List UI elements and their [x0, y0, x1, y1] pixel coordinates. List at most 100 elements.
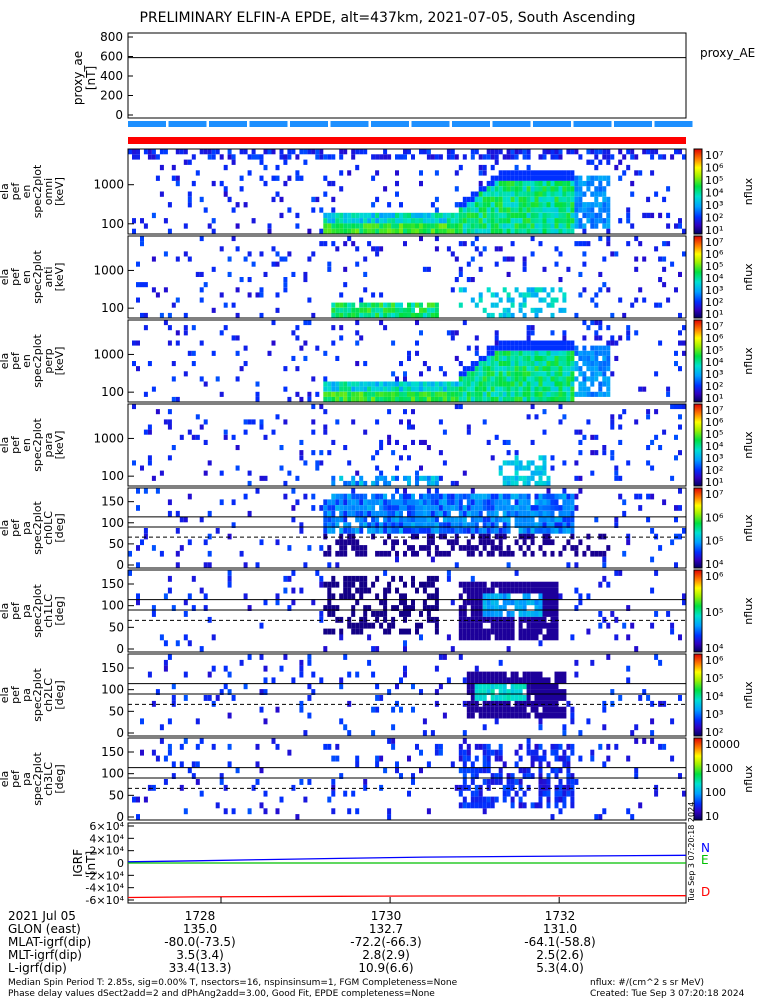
perp-heat-cell	[235, 335, 240, 341]
perp-heat-cell	[582, 381, 587, 387]
perp-heat-cell	[514, 366, 519, 372]
ch2LC-heat-cell	[606, 654, 611, 660]
ch3LC-heat-cell	[518, 779, 523, 785]
ch0LC-heat-cell	[411, 499, 415, 506]
ch0LC-heat-cell	[522, 516, 527, 523]
omni-heat-cell	[494, 202, 499, 208]
omni-heat-cell	[327, 180, 332, 187]
ch0LC-heat-cell	[446, 516, 451, 523]
omni-heat-cell	[279, 154, 284, 160]
omni-heat-cell	[383, 218, 388, 224]
omni-heat-cell	[179, 149, 184, 155]
ch0LC-heat-cell	[339, 516, 344, 523]
para-heat-cell	[375, 475, 380, 481]
ch3LC-heat-cell	[458, 743, 463, 750]
omni-heat-cell	[351, 218, 356, 224]
ch1LC-heat-cell	[546, 628, 551, 635]
perp-heat-cell	[191, 361, 196, 367]
omni-heat-cell	[514, 175, 519, 181]
ch1LC-heat-cell	[470, 605, 475, 611]
ch2LC-heat-cell	[506, 695, 511, 701]
ch2LC-heat-cell	[530, 706, 535, 713]
perp-heat-cell	[554, 391, 559, 397]
ch3LC-heat-cell	[199, 738, 204, 744]
ch1LC-ytick-label: 50	[109, 620, 124, 634]
ch3LC-heat-cell	[554, 784, 559, 791]
perp-heat-cell	[538, 396, 543, 402]
ch1LC-heat-cell	[343, 581, 348, 588]
ch2LC-heat-cell	[155, 689, 160, 695]
para-ylabel-line: en	[20, 438, 33, 452]
ch0LC-heat-cell	[419, 505, 423, 511]
para-heat-cell	[590, 450, 595, 456]
ch3LC-heat-cell	[682, 790, 686, 797]
ch0LC-heat-cell	[486, 510, 491, 517]
ch1LC-heat-cell	[530, 616, 535, 623]
para-heat-cell	[526, 414, 531, 420]
para-heat-cell	[415, 480, 419, 486]
ch3LC-heat-cell	[602, 808, 607, 815]
para-heat-cell	[411, 424, 415, 430]
para-heat-cell	[526, 475, 531, 481]
ch1LC-heat-cell	[183, 634, 188, 641]
omni-heat-cell	[486, 207, 491, 213]
omni-heat-cell	[522, 186, 527, 192]
ch0LC-heat-cell	[514, 522, 519, 528]
ch1LC-heat-cell	[542, 616, 547, 623]
ch1LC-heat-cell	[347, 575, 352, 582]
ch0LC-heat-cell	[546, 499, 551, 506]
ch3LC-heat-cell	[546, 784, 551, 791]
perp-heat-cell	[339, 335, 344, 341]
perp-heat-cell	[399, 386, 403, 392]
perp-heat-cell	[438, 366, 443, 372]
anti-heat-cell	[582, 287, 587, 293]
ch3LC-heat-cell	[458, 749, 463, 756]
para-heat-cell	[395, 465, 399, 471]
ch0LC-heat-cell	[470, 545, 475, 551]
anti-heat-cell	[403, 312, 407, 318]
ch0LC-heat-cell	[514, 539, 519, 546]
ch2LC-heat-cell	[231, 695, 236, 701]
ch0LC-heat-cell	[430, 510, 435, 517]
para-heat-cell	[411, 439, 415, 445]
perp-heat-cell	[355, 386, 360, 392]
perp-heat-cell	[458, 371, 463, 377]
ch1LC-heat-cell	[311, 599, 316, 606]
ch3LC-heat-cell	[566, 743, 571, 750]
ch2LC-heat-cell	[562, 689, 567, 695]
ch2LC-heat-cell	[550, 683, 555, 690]
omni-heat-cell	[522, 175, 527, 181]
ch1LC-heat-cell	[411, 575, 415, 582]
anti-heat-cell	[395, 307, 399, 313]
ch2LC-heat-cell	[474, 689, 479, 695]
ch1LC-heat-cell	[299, 587, 304, 594]
ch1LC-heat-cell	[502, 587, 507, 594]
anti-heat-cell	[562, 292, 567, 298]
omni-heat-cell	[542, 196, 547, 203]
perp-heat-cell	[522, 345, 527, 351]
ch0LC-heat-cell	[183, 516, 188, 523]
ch0LC-heat-cell	[391, 505, 396, 511]
ch3LC-heat-cell	[518, 784, 523, 791]
ch3LC-heat-cell	[407, 790, 411, 797]
ch2LC-heat-cell	[486, 706, 491, 713]
anti-heat-cell	[355, 261, 360, 267]
perp-heat-cell	[494, 381, 499, 387]
ch3LC-heat-cell	[434, 749, 439, 756]
ch0LC-heat-cell	[323, 533, 328, 540]
ch1LC-heat-cell	[199, 587, 204, 594]
omni-heat-cell	[279, 196, 284, 203]
para-heat-cell	[514, 465, 519, 471]
ch1LC-heat-cell	[506, 611, 511, 617]
anti-heat-cell	[411, 312, 415, 318]
omni-heat-cell	[450, 154, 455, 160]
omni-heat-cell	[395, 218, 399, 224]
omni-heat-cell	[574, 186, 579, 192]
ch3LC-heat-cell	[155, 755, 160, 762]
ch2LC-heat-cell	[502, 712, 507, 719]
omni-heat-cell	[574, 175, 579, 181]
ch2LC-heat-cell	[558, 677, 563, 684]
ch1LC-heat-cell	[323, 605, 328, 611]
created-stamp: Tue Sep 3 07:20:18 2024	[687, 802, 696, 903]
omni-heat-cell	[514, 180, 519, 187]
